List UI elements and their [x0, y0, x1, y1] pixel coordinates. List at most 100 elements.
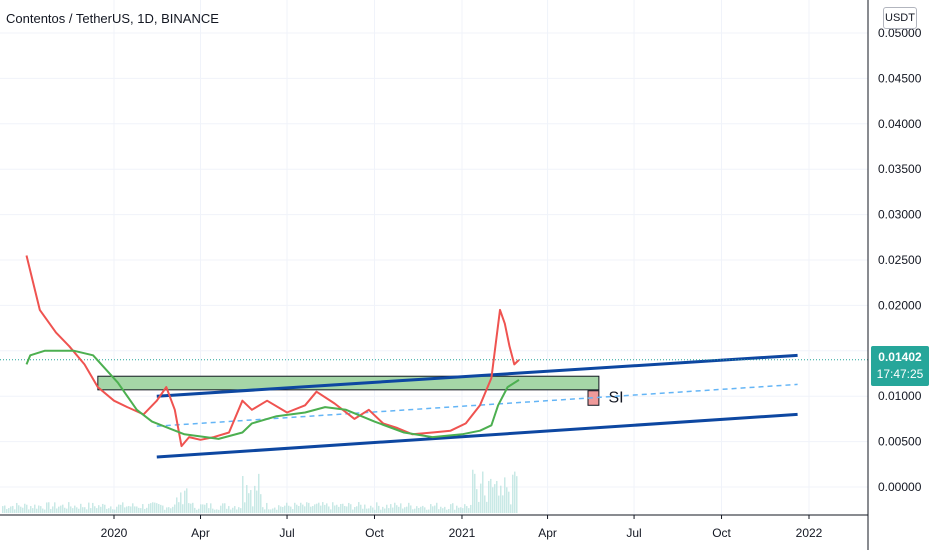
y-tick-label: 0.02000	[878, 298, 922, 312]
volume-bar	[130, 506, 132, 513]
volume-bar	[262, 507, 264, 513]
volume-bar	[258, 473, 260, 513]
volume-bar	[76, 507, 78, 513]
volume-bar	[310, 506, 312, 513]
volume-bar	[302, 504, 304, 513]
volume-bar	[146, 507, 148, 513]
volume-bar	[10, 506, 12, 513]
volume-bar	[346, 506, 348, 513]
volume-bar	[268, 509, 270, 513]
volume-bar	[416, 506, 418, 513]
volume-bar	[396, 505, 398, 513]
volume-bar	[62, 504, 64, 513]
currency-unit-button[interactable]: USDT	[883, 7, 917, 29]
volume-bar	[84, 507, 86, 513]
volume-bar	[38, 505, 40, 513]
volume-bar	[492, 487, 494, 513]
volume-bar	[70, 506, 72, 513]
volume-bar	[182, 504, 184, 513]
volume-bar	[292, 509, 294, 513]
volume-bar	[94, 506, 96, 513]
volume-bar	[354, 507, 356, 513]
volume-bar	[206, 503, 208, 513]
volume-bar	[204, 504, 206, 513]
volume-bar	[328, 506, 330, 513]
volume-bar	[432, 506, 434, 513]
price-line	[25, 255, 520, 448]
volume-bar	[238, 507, 240, 513]
volume-bar	[208, 508, 210, 513]
volume-bar	[440, 506, 442, 513]
volume-bar	[198, 508, 200, 513]
volume-bar	[284, 505, 286, 513]
volume-bar	[164, 509, 166, 513]
volume-bar	[82, 507, 84, 513]
volume-bar	[44, 509, 46, 513]
y-tick-label: 0.04000	[878, 117, 922, 131]
volume-bar	[506, 487, 508, 513]
trailing-stop-line	[25, 349, 520, 440]
volume-bar	[438, 509, 440, 513]
x-tick-label: Oct	[365, 526, 384, 540]
volume-bar	[220, 505, 222, 513]
volume-bar	[434, 505, 436, 513]
volume-bar	[214, 509, 216, 513]
volume-bar	[154, 502, 156, 513]
volume-bar	[210, 503, 212, 513]
volume-bar	[366, 508, 368, 513]
volume-bar	[42, 508, 44, 513]
volume-bar	[148, 503, 150, 513]
volume-bar	[56, 508, 58, 513]
volume-bar	[230, 509, 232, 513]
volume-bar	[152, 502, 154, 513]
volume-bar	[342, 503, 344, 513]
volume-bar	[278, 505, 280, 513]
volume-bar	[470, 504, 472, 513]
x-tick-label: Jul	[626, 526, 641, 540]
volume-bar	[324, 504, 326, 513]
stop-zone-label: SI	[608, 389, 623, 406]
volume-bar	[124, 507, 126, 513]
x-tick-label: Apr	[191, 526, 210, 540]
volume-bar	[64, 507, 66, 513]
volume-bar	[264, 509, 266, 513]
volume-bar	[6, 509, 8, 513]
volume-bar	[132, 503, 134, 513]
volume-bar	[340, 503, 342, 513]
volume-bar	[190, 503, 192, 513]
y-tick-label: 0.05000	[878, 26, 922, 40]
volume-bar	[236, 509, 238, 513]
volume-bar	[392, 507, 394, 513]
volume-bar	[286, 502, 288, 513]
volume-bar	[510, 504, 512, 513]
volume-bar	[408, 502, 410, 513]
volume-bar	[172, 506, 174, 513]
volume-bar	[150, 503, 152, 513]
volume-bar	[294, 502, 296, 513]
volume-bar	[136, 506, 138, 513]
volume-bar	[316, 503, 318, 513]
volume-bar	[274, 507, 276, 513]
volume-bar	[60, 505, 62, 513]
volume-bar	[4, 505, 6, 513]
volume-bar	[256, 490, 258, 513]
volume-bar	[242, 476, 244, 513]
volume-bar	[158, 504, 160, 513]
volume-bar	[26, 504, 28, 513]
volume-bar	[300, 502, 302, 513]
volume-bar	[352, 509, 354, 513]
price-series	[25, 255, 520, 448]
volume-bar	[282, 506, 284, 513]
volume-bar	[178, 502, 180, 513]
x-tick-label: Jul	[279, 526, 294, 540]
volume-bar	[226, 508, 228, 513]
volume-bar	[14, 509, 16, 513]
volume-bar	[458, 507, 460, 513]
volume-bar	[414, 508, 416, 513]
volume-bar	[104, 504, 106, 513]
volume-bar	[176, 497, 178, 513]
volume-bar	[2, 506, 4, 513]
x-tick-label: 2021	[449, 526, 476, 540]
volume-bar	[350, 504, 352, 513]
